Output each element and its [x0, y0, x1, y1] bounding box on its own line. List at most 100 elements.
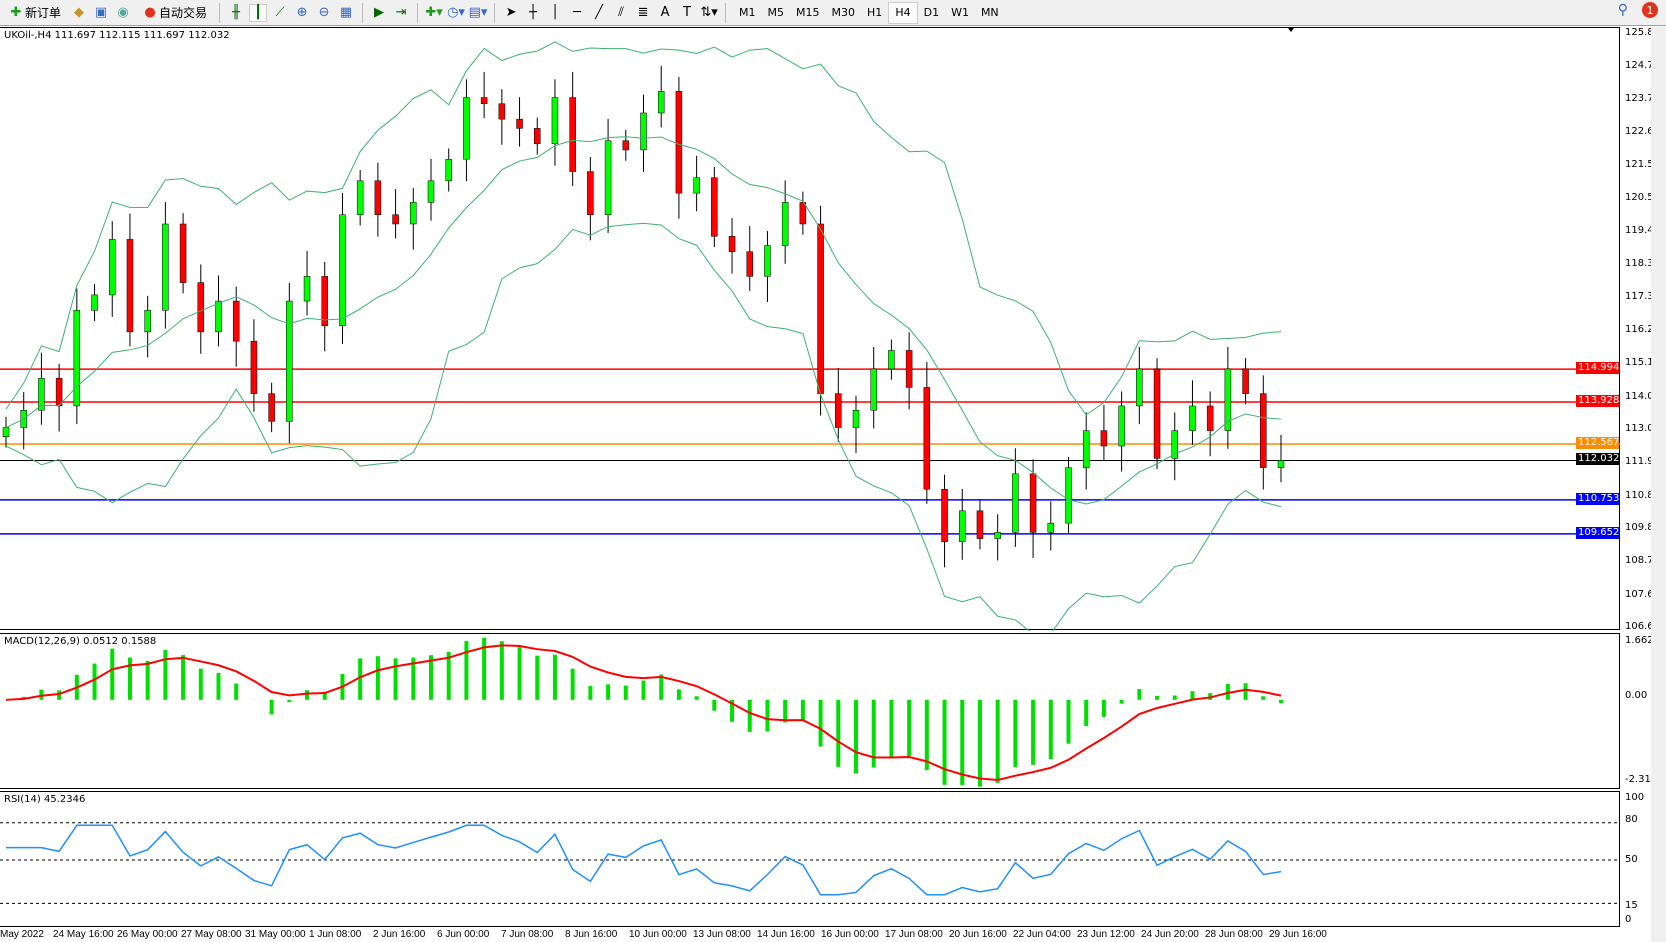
candle-body — [976, 510, 984, 539]
market-watch-icon[interactable]: ◆ — [74, 5, 85, 20]
rsi-axis-15: 15 — [1625, 900, 1638, 911]
candle-body — [1206, 405, 1214, 431]
arrows-icon[interactable]: ⇅▾ — [700, 5, 718, 20]
macd-histogram-bar — [92, 663, 97, 700]
time-axis-label: 17 Jun 08:00 — [885, 929, 943, 940]
candle-body — [905, 350, 913, 388]
macd-histogram-bar — [287, 699, 292, 703]
rsi-pane[interactable]: RSI(14) 45.2346 — [0, 791, 1620, 927]
macd-histogram-bar — [110, 648, 115, 700]
time-axis: May 2022 24 May 16:00 26 May 00:00 27 May 0… — [0, 928, 1620, 942]
timeframe-m30[interactable]: M30 — [831, 6, 856, 19]
candle-body — [799, 202, 807, 225]
time-axis-label: 1 Jun 08:00 — [309, 929, 362, 940]
level-price-tag: 112.032 — [1576, 453, 1620, 466]
horizontal-line-icon[interactable]: ─ — [573, 5, 581, 20]
price-axis-label: 120.520 — [1625, 191, 1666, 203]
macd-axis-max: 1.6624 — [1625, 635, 1660, 646]
rsi-axis-0: 0 — [1625, 914, 1632, 925]
scrollbar[interactable] — [1651, 27, 1666, 942]
auto-trading-button[interactable]: ● 自动交易 — [136, 2, 212, 24]
macd-histogram-bar — [818, 699, 823, 747]
macd-histogram-bar — [623, 685, 628, 700]
text-label-icon[interactable]: T — [683, 5, 691, 20]
plus-icon: ✚ — [10, 5, 22, 20]
macd-histogram-bar — [429, 655, 433, 700]
candle-body — [2, 427, 10, 438]
time-axis-label: 24 May 16:00 — [53, 929, 114, 940]
candle-body — [1260, 393, 1267, 468]
timeframe-m1[interactable]: M1 — [739, 6, 756, 19]
candle-body — [1100, 430, 1108, 447]
timeframe-h1[interactable]: H1 — [867, 6, 883, 19]
cursor-icon[interactable]: ➤ — [505, 5, 517, 20]
periods-icon[interactable]: ◷▾ — [447, 5, 465, 20]
price-axis-label: 123.730 — [1625, 92, 1666, 104]
chart-shift-marker — [1288, 28, 1294, 32]
macd-histogram-bar — [393, 658, 398, 700]
separator — [219, 2, 221, 23]
time-axis-label: 29 Jun 16:00 — [1269, 929, 1327, 940]
candle-body — [268, 393, 275, 422]
indicators-icon[interactable]: ✚▾ — [425, 5, 443, 20]
candle-body — [711, 177, 718, 237]
candle-body — [126, 239, 134, 333]
candlestick-icon[interactable]: ┃ — [249, 3, 268, 22]
macd-histogram-bar — [181, 655, 186, 700]
zoom-out-icon[interactable]: ⊖ — [318, 5, 330, 20]
candle-body — [286, 300, 293, 422]
candle-body — [764, 245, 771, 277]
chart-shift-icon[interactable]: ⇥ — [395, 5, 407, 20]
time-axis-label: 6 Jun 00:00 — [437, 929, 490, 940]
candle-body — [109, 239, 116, 296]
timeframe-h4[interactable]: H4 — [888, 1, 918, 24]
price-axis-label: 109.810 — [1625, 522, 1666, 533]
macd-pane[interactable]: MACD(12,26,9) 0.0512 0.1588 — [0, 633, 1620, 789]
macd-histogram-bar — [446, 651, 451, 700]
timeframe-m5[interactable]: M5 — [767, 6, 785, 19]
signals-icon[interactable]: ◉ — [117, 5, 129, 20]
toolbar: ✚ 新订单 ◆ ▣ ◉ ● 自动交易 ╫ ┃ ⟋ ⊕ ⊖ ▦ ▶ ⇥ ✚▾ ◷▾ ▤… — [0, 0, 1666, 26]
macd-histogram-bar — [641, 680, 646, 700]
new-order-button[interactable]: ✚ 新订单 — [2, 2, 66, 24]
bar-chart-icon[interactable]: ╫ — [232, 5, 240, 20]
fibonacci-icon[interactable]: ≣ — [637, 5, 649, 20]
timeframe-d1[interactable]: D1 — [923, 6, 940, 19]
price-axis-label: 118.360 — [1625, 258, 1666, 270]
equidistant-channel-icon[interactable]: ⫽ — [618, 5, 624, 20]
auto-scroll-icon[interactable]: ▶ — [374, 5, 385, 20]
macd-histogram-bar — [907, 699, 912, 757]
price-chart[interactable]: UKOil-,H4 111.697 112.115 111.697 112.03… — [0, 27, 1620, 631]
trendline-icon[interactable]: ╱ — [595, 5, 603, 20]
candle-body — [215, 300, 222, 333]
candle-body — [817, 223, 824, 394]
candle-body — [675, 91, 683, 194]
zoom-in-icon[interactable]: ⊕ — [296, 5, 308, 20]
timeframe-w1[interactable]: W1 — [951, 6, 969, 19]
candle-body — [1189, 405, 1196, 431]
macd-histogram-bar — [712, 699, 717, 711]
time-axis-label: 23 Jun 12:00 — [1077, 929, 1135, 940]
price-axis-label: 115.150 — [1625, 357, 1666, 369]
vertical-line-icon[interactable]: │ — [551, 5, 559, 20]
time-axis-label: 22 Jun 04:00 — [1013, 929, 1071, 940]
navigator-icon[interactable]: ▣ — [94, 5, 108, 20]
timeframe-m15[interactable]: M15 — [796, 6, 820, 19]
text-icon[interactable]: A — [660, 5, 670, 20]
crosshair-icon[interactable]: ┼ — [529, 5, 537, 20]
macd-histogram-bar — [57, 690, 62, 700]
macd-histogram-bar — [800, 699, 805, 720]
notifications-badge[interactable]: 1 — [1642, 2, 1658, 18]
line-chart-icon[interactable]: ⟋ — [275, 5, 285, 20]
macd-histogram-bar — [198, 668, 203, 700]
price-axis-label: 108.730 — [1625, 555, 1666, 567]
candle-body — [1029, 473, 1037, 533]
timeframe-mn[interactable]: MN — [980, 6, 999, 19]
candle-body — [250, 340, 258, 394]
templates-icon[interactable]: ▤▾ — [468, 5, 488, 20]
candle-body — [480, 97, 488, 104]
search-icon[interactable]: ⚲ — [1617, 2, 1628, 18]
price-axis[interactable]: 125.860 124.780 123.730 122.650 121.570 120.5… — [1621, 27, 1666, 632]
candle-body — [888, 350, 895, 370]
tile-windows-icon[interactable]: ▦ — [339, 5, 353, 20]
